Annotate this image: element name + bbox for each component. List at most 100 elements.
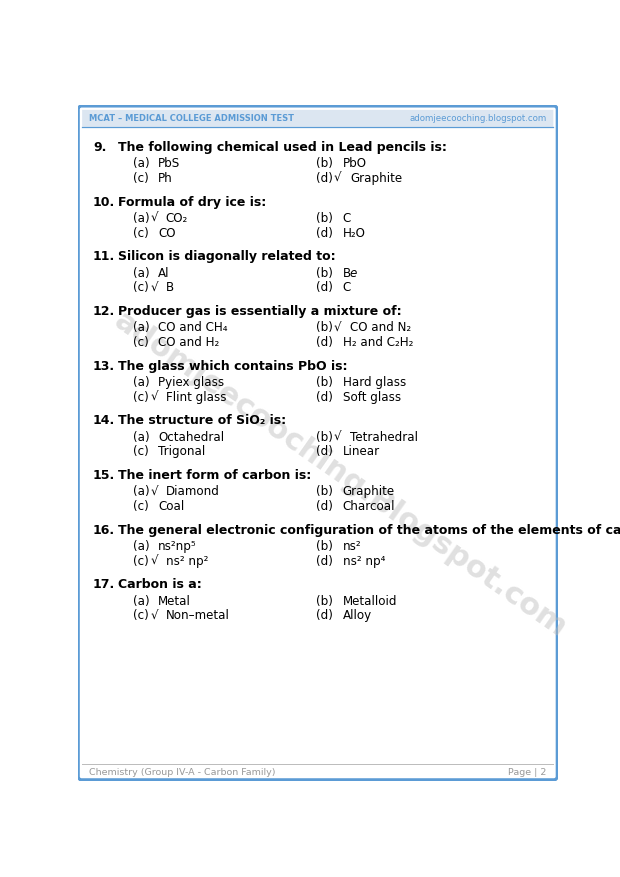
Text: (d): (d)	[316, 282, 333, 294]
Text: CO and CH₄: CO and CH₄	[158, 321, 228, 334]
Text: (b): (b)	[316, 431, 333, 444]
Text: The structure of SiO₂ is:: The structure of SiO₂ is:	[118, 415, 286, 427]
Text: The general electronic configuration of the atoms of the elements of carbon fami: The general electronic configuration of …	[118, 524, 620, 537]
Text: Metalloid: Metalloid	[342, 595, 397, 608]
Text: (d): (d)	[316, 446, 333, 459]
Text: (b): (b)	[316, 267, 333, 280]
Text: (a): (a)	[133, 267, 150, 280]
Text: Al: Al	[158, 267, 170, 280]
Text: Trigonal: Trigonal	[158, 446, 205, 459]
Text: Octahedral: Octahedral	[158, 431, 224, 444]
Text: (c): (c)	[133, 282, 149, 294]
Text: B: B	[166, 282, 174, 294]
Text: (d): (d)	[316, 500, 333, 513]
Text: (b): (b)	[316, 485, 333, 498]
Text: (a): (a)	[133, 540, 150, 553]
Text: CO₂: CO₂	[166, 212, 188, 225]
Text: √: √	[151, 282, 158, 294]
Text: Tetrahedral: Tetrahedral	[350, 431, 418, 444]
Text: Pyiex glass: Pyiex glass	[158, 376, 224, 389]
Text: (b): (b)	[316, 595, 333, 608]
Text: ns²np⁵: ns²np⁵	[158, 540, 197, 553]
Text: (c): (c)	[133, 554, 149, 567]
Text: (c): (c)	[133, 226, 149, 239]
Text: (a): (a)	[133, 321, 150, 334]
Text: 10.: 10.	[93, 196, 115, 209]
Text: √: √	[334, 321, 341, 334]
Text: (d): (d)	[316, 390, 333, 403]
Text: (a): (a)	[133, 485, 150, 498]
Text: C: C	[342, 212, 351, 225]
Text: C: C	[342, 282, 351, 294]
Text: √: √	[151, 390, 158, 403]
Text: The glass which contains PbO is:: The glass which contains PbO is:	[118, 360, 347, 373]
Text: (b): (b)	[316, 540, 333, 553]
Text: 12.: 12.	[93, 305, 115, 318]
Text: Metal: Metal	[158, 595, 191, 608]
Text: Ph: Ph	[158, 172, 173, 185]
Text: (d): (d)	[316, 226, 333, 239]
Text: Soft glass: Soft glass	[342, 390, 401, 403]
Text: 16.: 16.	[93, 524, 115, 537]
FancyBboxPatch shape	[82, 110, 554, 127]
Text: ns² np⁴: ns² np⁴	[342, 554, 385, 567]
Text: (d): (d)	[316, 336, 333, 349]
Text: √: √	[151, 554, 158, 567]
Text: (a): (a)	[133, 376, 150, 389]
Text: (a): (a)	[133, 157, 150, 170]
Text: Chemistry (Group IV-A - Carbon Family): Chemistry (Group IV-A - Carbon Family)	[89, 767, 276, 776]
Text: 15.: 15.	[93, 469, 115, 482]
Text: PbS: PbS	[158, 157, 180, 170]
Text: Linear: Linear	[342, 446, 379, 459]
Text: ns² np²: ns² np²	[166, 554, 208, 567]
Text: Non–metal: Non–metal	[166, 610, 230, 623]
Text: PbO: PbO	[342, 157, 366, 170]
Text: √: √	[151, 485, 158, 498]
Text: ns²: ns²	[342, 540, 361, 553]
Text: (c): (c)	[133, 500, 149, 513]
Text: (b): (b)	[316, 376, 333, 389]
Text: Producer gas is essentially a mixture of:: Producer gas is essentially a mixture of…	[118, 305, 401, 318]
Text: 13.: 13.	[93, 360, 115, 373]
Text: B: B	[342, 267, 351, 280]
Text: Charcoal: Charcoal	[342, 500, 395, 513]
Text: √: √	[151, 610, 158, 623]
Text: (b): (b)	[316, 212, 333, 225]
Text: 14.: 14.	[93, 415, 115, 427]
Text: CO: CO	[158, 226, 175, 239]
Text: The following chemical used in Lead pencils is:: The following chemical used in Lead penc…	[118, 141, 446, 154]
Text: (c): (c)	[133, 390, 149, 403]
Text: 11.: 11.	[93, 251, 115, 263]
Text: H₂O: H₂O	[342, 226, 365, 239]
Text: Carbon is a:: Carbon is a:	[118, 579, 202, 591]
Text: (c): (c)	[133, 172, 149, 185]
FancyBboxPatch shape	[78, 106, 557, 780]
Text: Hard glass: Hard glass	[342, 376, 406, 389]
Text: Formula of dry ice is:: Formula of dry ice is:	[118, 196, 266, 209]
Text: 17.: 17.	[93, 579, 115, 591]
Text: (d): (d)	[316, 554, 333, 567]
Text: (c): (c)	[133, 336, 149, 349]
Text: Diamond: Diamond	[166, 485, 219, 498]
Text: (b): (b)	[316, 157, 333, 170]
Text: (c): (c)	[133, 446, 149, 459]
Text: Flint glass: Flint glass	[166, 390, 226, 403]
Text: (b): (b)	[316, 321, 333, 334]
Text: Graphite: Graphite	[342, 485, 395, 498]
Text: (a): (a)	[133, 431, 150, 444]
Text: adomjeecooching.Blogspot.com: adomjeecooching.Blogspot.com	[109, 306, 573, 643]
Text: (a): (a)	[133, 595, 150, 608]
Text: e: e	[350, 267, 356, 280]
Text: √: √	[151, 212, 158, 225]
Text: (d): (d)	[316, 610, 333, 623]
Text: 9.: 9.	[93, 141, 107, 154]
Text: Silicon is diagonally related to:: Silicon is diagonally related to:	[118, 251, 335, 263]
Text: √: √	[334, 431, 341, 444]
Text: Page | 2: Page | 2	[508, 767, 546, 776]
Text: √: √	[334, 172, 341, 185]
Text: CO and N₂: CO and N₂	[350, 321, 412, 334]
Text: (a): (a)	[133, 212, 150, 225]
Text: CO and H₂: CO and H₂	[158, 336, 219, 349]
Text: (d): (d)	[316, 172, 333, 185]
Text: MCAT – MEDICAL COLLEGE ADMISSION TEST: MCAT – MEDICAL COLLEGE ADMISSION TEST	[89, 114, 294, 123]
